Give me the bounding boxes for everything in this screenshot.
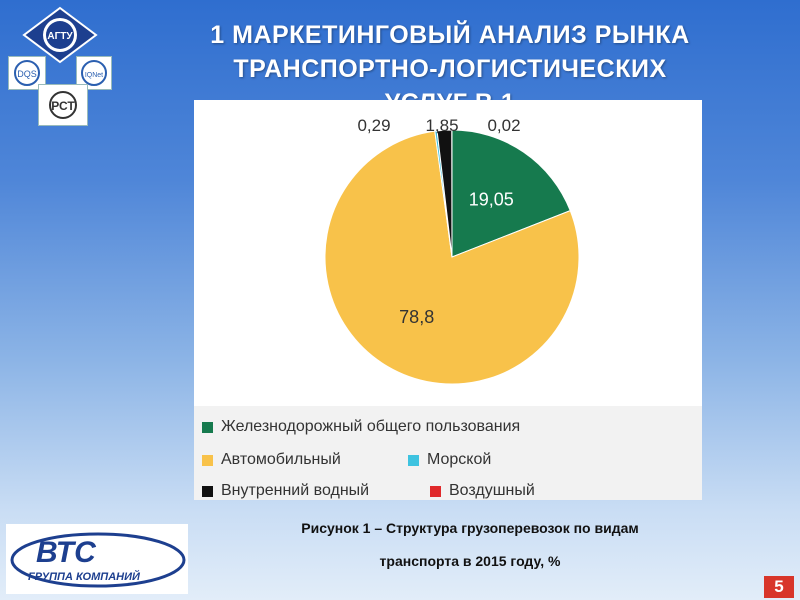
- cert2-text: IQNet: [85, 72, 103, 79]
- cert3-text: РСТ: [51, 99, 75, 113]
- caption-line-2: транспорта в 2015 году, %: [379, 553, 561, 569]
- company-logo-subtitle: ГРУППА КОМПАНИЙ: [28, 570, 141, 583]
- company-logo: ВТС ГРУППА КОМПАНИЙ: [6, 524, 188, 594]
- pie-slice-road: [324, 130, 580, 385]
- company-logo-name: ВТС: [36, 536, 97, 569]
- legend-label-air: Воздушный: [449, 482, 535, 499]
- legend-swatch-rail: [202, 421, 213, 433]
- cert1-text: DQS: [17, 69, 37, 79]
- legend-item-air: Воздушный: [430, 482, 535, 500]
- data-label-rail: 19,05: [469, 189, 514, 209]
- certification-logo-rst: РСТ: [38, 84, 88, 126]
- slide-title: 1 МАРКЕТИНГОВЫЙ АНАЛИЗ РЫНКА ТРАНСПОРТНО…: [130, 18, 770, 104]
- caption-line-1: Рисунок 1 – Структура грузоперевозок по …: [301, 520, 639, 536]
- legend-item-inland-water: Внутренний водный: [202, 482, 369, 500]
- legend-item-road: Автомобильный: [202, 451, 341, 469]
- legend-swatch-air: [430, 485, 441, 497]
- data-label-air: 0,02: [487, 116, 520, 135]
- legend-label-inland-water: Внутренний водный: [221, 482, 370, 499]
- data-label-road: 78,8: [399, 307, 434, 327]
- figure-caption: Рисунок 1 – Структура грузоперевозок по …: [230, 512, 710, 578]
- legend-swatch-sea: [408, 454, 419, 466]
- pie-chart: 19,05 78,8 0,29 1,85 0,02: [324, 116, 580, 385]
- data-label-sea: 0,29: [357, 116, 390, 135]
- title-line-1: 1 МАРКЕТИНГОВЫЙ АНАЛИЗ РЫНКА: [210, 21, 690, 49]
- legend-item-sea: Морской: [408, 451, 491, 469]
- legend-swatch-inland-water: [202, 485, 213, 497]
- university-logo: АГТУ: [22, 6, 98, 64]
- chart-legend: Железнодорожный общего пользования Автом…: [194, 406, 702, 500]
- legend-label-road: Автомобильный: [221, 451, 341, 468]
- legend-label-sea: Морской: [427, 451, 492, 468]
- legend-item-rail: Железнодорожный общего пользования: [202, 418, 520, 436]
- chart-panel: 19,05 78,8 0,29 1,85 0,02 Железнодорожный об…: [194, 100, 702, 500]
- legend-label-rail: Железнодорожный общего пользования: [221, 418, 521, 435]
- pie-slice-rail: [451, 129, 571, 258]
- page-number: 5: [764, 576, 794, 598]
- university-logo-text: АГТУ: [47, 31, 73, 42]
- data-label-inland-water: 1,85: [425, 116, 458, 135]
- title-line-2: ТРАНСПОРТНО-ЛОГИСТИЧЕСКИХ: [233, 55, 667, 83]
- legend-swatch-road: [202, 454, 213, 466]
